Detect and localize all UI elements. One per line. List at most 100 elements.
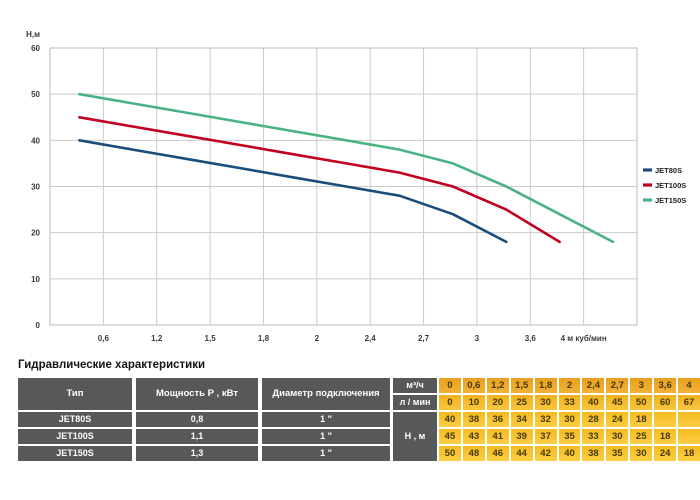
flow-m3h-value: 4 xyxy=(678,378,700,393)
x-tick-label: 4 м куб/мин xyxy=(561,334,607,343)
x-tick-label: 1,2 xyxy=(151,334,163,343)
row-label-head: Н , м xyxy=(393,412,437,461)
head-value: 25 xyxy=(630,429,653,444)
x-tick-label: 2,4 xyxy=(365,334,377,343)
power-value: 0,8 xyxy=(136,412,258,427)
head-value: 41 xyxy=(486,429,509,444)
flow-m3h-value: 0,6 xyxy=(462,378,485,393)
pump-performance-chart: 0 10 20 30 40 50 60 Н,м 0,6 1,2 1,5 1,8 2 2,4 2,7 3 3,6 4… xyxy=(26,30,686,343)
y-tick-label: 50 xyxy=(31,90,40,99)
flow-m3h-value: 1,5 xyxy=(510,378,533,393)
head-value: 44 xyxy=(510,446,533,461)
row-label-lmin: л / мин xyxy=(393,395,437,410)
head-value: 42 xyxy=(534,446,557,461)
diameter-value: 1 " xyxy=(262,429,390,444)
head-value xyxy=(678,412,700,427)
curve-jet150s xyxy=(78,92,615,244)
flow-lmin-value: 30 xyxy=(534,395,557,410)
plot-border xyxy=(49,47,638,326)
hydraulic-table: Тип Мощность Р , кВт Диаметр подключения JE… xyxy=(18,378,700,461)
flow-lmin-value: 45 xyxy=(606,395,629,410)
spec-header: Диаметр подключения xyxy=(262,378,390,410)
x-tick-label: 1,8 xyxy=(258,334,270,343)
head-value: 40 xyxy=(558,446,581,461)
flow-head-grid: м³/ч 0 0,6 1,2 1,5 1,8 2 2,4 2,7 3 3,6 4 л / мин 0 10 2… xyxy=(393,378,700,461)
head-value: 40 xyxy=(439,412,461,427)
y-tick-label: 60 xyxy=(31,44,40,53)
head-value: 28 xyxy=(582,412,605,427)
head-value xyxy=(678,429,700,444)
head-value: 39 xyxy=(510,429,533,444)
head-value: 34 xyxy=(510,412,533,427)
head-value: 45 xyxy=(439,429,461,444)
y-tick-label: 10 xyxy=(31,275,40,284)
diameter-value: 1 " xyxy=(262,412,390,427)
flow-m3h-value: 2 xyxy=(558,378,581,393)
curve-jet100s xyxy=(78,116,561,244)
head-value: 43 xyxy=(462,429,485,444)
curve-jet80s xyxy=(78,139,508,244)
flow-lmin-value: 33 xyxy=(558,395,581,410)
x-tick-label: 1,5 xyxy=(205,334,217,343)
head-value: 48 xyxy=(462,446,485,461)
head-value: 33 xyxy=(582,429,605,444)
flow-lmin-value: 25 xyxy=(510,395,533,410)
flow-m3h-value: 3,6 xyxy=(654,378,677,393)
head-value: 18 xyxy=(678,446,700,461)
y-tick-label: 0 xyxy=(36,321,41,330)
flow-lmin-value: 67 xyxy=(678,395,700,410)
head-value: 37 xyxy=(534,429,557,444)
pump-spec-table: Тип Мощность Р , кВт Диаметр подключения JE… xyxy=(18,378,390,461)
flow-lmin-value: 0 xyxy=(439,395,461,410)
flow-lmin-value: 10 xyxy=(462,395,485,410)
y-tick-label: 30 xyxy=(31,183,40,192)
flow-m3h-value: 1,8 xyxy=(534,378,557,393)
page: 0 10 20 30 40 50 60 Н,м 0,6 1,2 1,5 1,8 2 2,4 2,7 3 3,6 4… xyxy=(18,30,700,461)
head-value: 30 xyxy=(630,446,653,461)
flow-lmin-value: 60 xyxy=(654,395,677,410)
x-tick-label: 3 xyxy=(475,334,480,343)
head-value: 30 xyxy=(558,412,581,427)
power-value: 1,3 xyxy=(136,446,258,461)
flow-m3h-value: 2,4 xyxy=(582,378,605,393)
flow-lmin-value: 20 xyxy=(486,395,509,410)
y-axis-label: Н,м xyxy=(26,30,40,39)
head-value: 35 xyxy=(558,429,581,444)
pump-name: JET100S xyxy=(18,429,132,444)
x-tick-label: 0,6 xyxy=(98,334,110,343)
power-value: 1,1 xyxy=(136,429,258,444)
head-value: 32 xyxy=(534,412,557,427)
diameter-value: 1 " xyxy=(262,446,390,461)
head-value: 50 xyxy=(439,446,461,461)
head-value: 24 xyxy=(606,412,629,427)
chart-svg: 0 10 20 30 40 50 60 Н,м 0,6 1,2 1,5 1,8 2 2,4 2,7 3 3,6 4… xyxy=(26,30,686,343)
head-value: 38 xyxy=(582,446,605,461)
spec-header: Мощность Р , кВт xyxy=(136,378,258,410)
legend-label-jet100s: JET100S xyxy=(655,181,686,190)
head-value: 24 xyxy=(654,446,677,461)
flow-m3h-value: 2,7 xyxy=(606,378,629,393)
head-value: 46 xyxy=(486,446,509,461)
x-tick-label: 2 xyxy=(315,334,320,343)
x-tick-label: 3,6 xyxy=(525,334,537,343)
flow-lmin-value: 40 xyxy=(582,395,605,410)
table-title: Гидравлические характеристики xyxy=(18,359,206,371)
head-value xyxy=(654,412,677,427)
spec-header: Тип xyxy=(18,378,132,410)
flow-lmin-value: 50 xyxy=(630,395,653,410)
head-value: 30 xyxy=(606,429,629,444)
head-value: 38 xyxy=(462,412,485,427)
head-value: 18 xyxy=(654,429,677,444)
legend-label-jet80s: JET80S xyxy=(655,166,682,175)
legend-label-jet150s: JET150S xyxy=(655,196,686,205)
head-value: 36 xyxy=(486,412,509,427)
pump-name: JET150S xyxy=(18,446,132,461)
y-tick-label: 40 xyxy=(31,136,40,145)
hydraulic-characteristics-section: Гидравлические характеристики Тип Мощност… xyxy=(18,359,700,461)
head-value: 18 xyxy=(630,412,653,427)
row-label-m3h: м³/ч xyxy=(393,378,437,393)
flow-m3h-value: 1,2 xyxy=(486,378,509,393)
flow-m3h-value: 0 xyxy=(439,378,461,393)
pump-name: JET80S xyxy=(18,412,132,427)
x-tick-label: 2,7 xyxy=(418,334,430,343)
